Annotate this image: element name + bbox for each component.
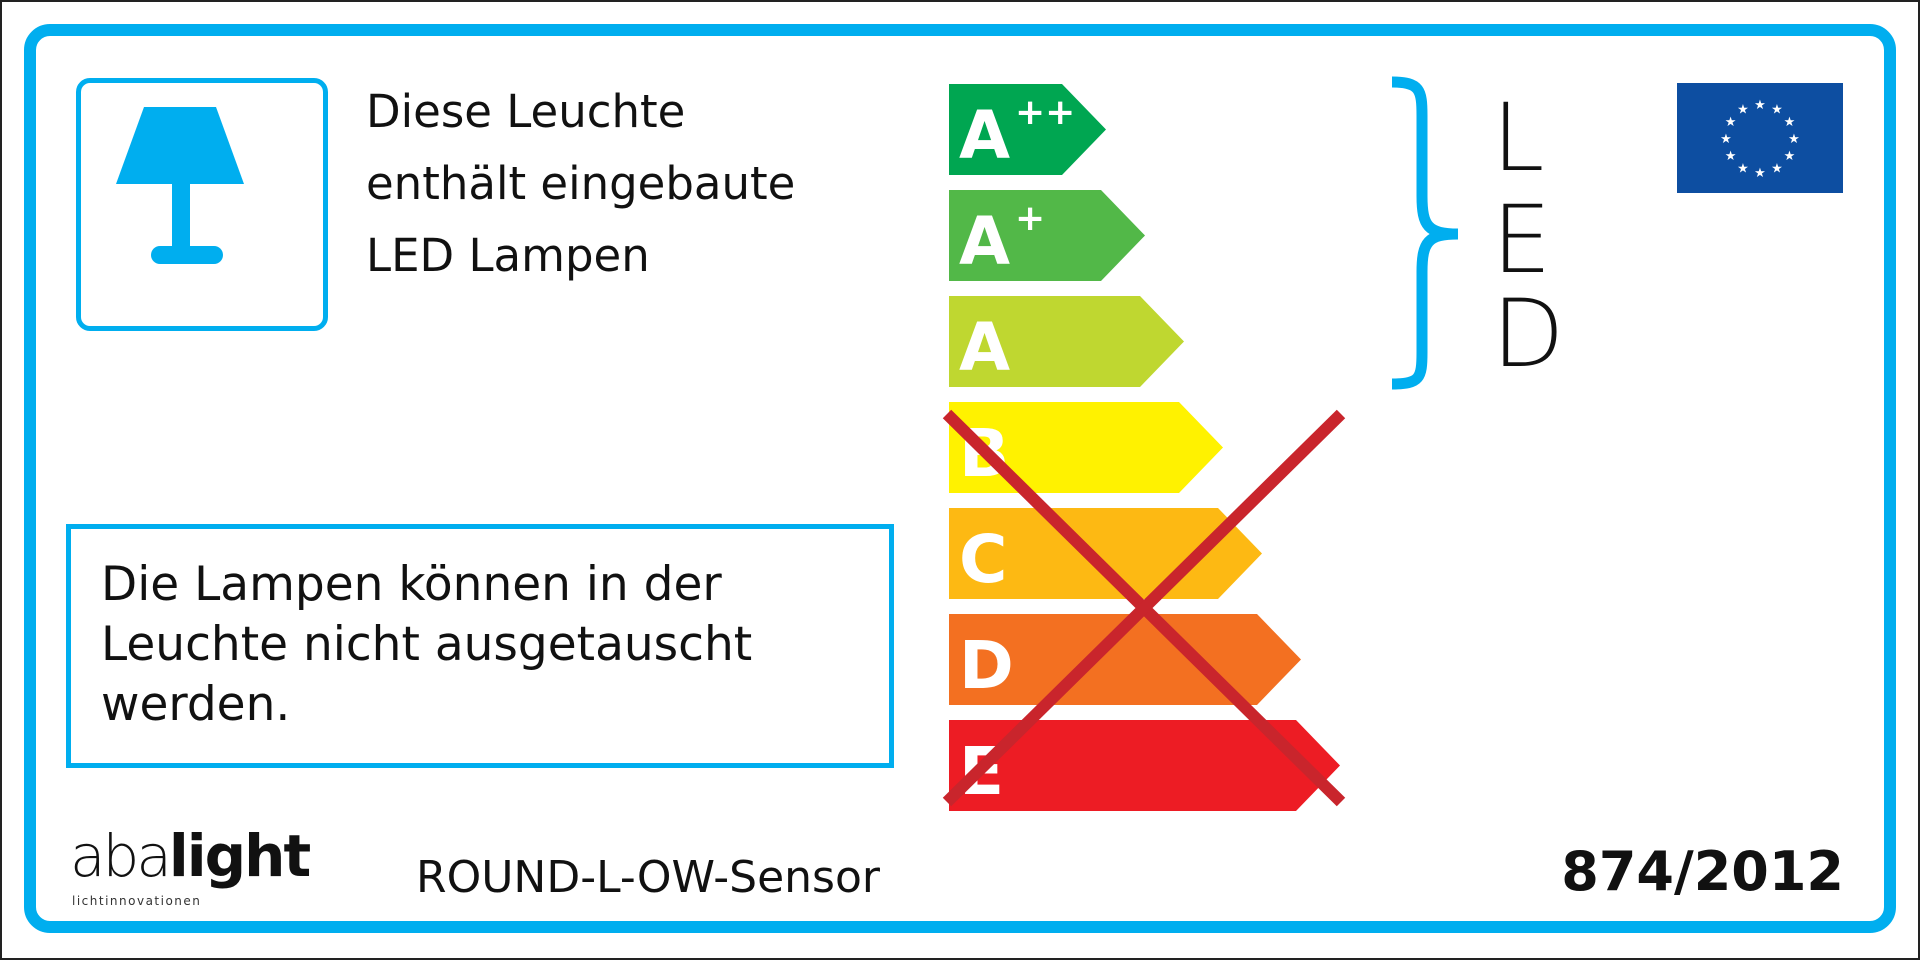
led-description: Diese Leuchte enthält eingebaute LED Lam… [366,76,795,292]
logo-text-bold: light [168,822,311,890]
energy-class-letter: A [959,309,1010,386]
eu-star-icon: ★ [1788,132,1800,147]
eu-star-icon: ★ [1754,98,1766,113]
description-line: LED Lampen [366,229,650,282]
led-letter: E [1492,186,1552,295]
energy-class-letter: A [959,203,1010,280]
non-replaceable-notice: Die Lampen können in der Leuchte nicht a… [66,524,894,768]
eu-star-icon: ★ [1720,132,1732,147]
energy-class-E [949,720,1340,811]
lamp-icon-box [76,78,328,331]
abalight-logo: abalight lichtinnovationen [70,826,311,908]
notice-line: werden. [101,677,291,732]
energy-class-A++ [949,84,1106,175]
energy-class-superscript: + [1015,198,1045,239]
cross-out-line [942,409,1346,807]
energy-class-A+ [949,190,1145,281]
eu-star-icon: ★ [1737,161,1749,176]
energy-class-B [949,402,1223,493]
table-lamp-icon [116,107,244,264]
curly-brace-icon [1391,76,1459,390]
description-line: Diese Leuchte [366,85,686,138]
notice-line: Die Lampen können in der [101,557,722,612]
energy-class-superscript: ++ [1015,92,1075,133]
energy-class-letter: A [959,97,1010,174]
logo-text-light: aba [70,822,172,890]
eu-flag-icon: ★ ★ ★ ★ ★ ★ ★ ★ ★ ★ ★ ★ [1677,83,1843,193]
logo-tagline: lichtinnovationen [72,894,202,908]
led-letter: L [1492,84,1545,193]
eu-star-icon: ★ [1737,103,1749,118]
energy-label-border [24,24,1896,933]
eu-star-icon: ★ [1754,166,1766,181]
energy-class-A [949,296,1184,387]
regulation-number: 874/2012 [1561,840,1844,903]
eu-star-icon: ★ [1784,149,1796,164]
notice-line: Leuchte nicht ausgetauscht [101,617,753,672]
model-name: ROUND-L-OW-Sensor [416,852,880,903]
energy-class-letter: C [959,521,1007,598]
energy-class-letter: D [959,627,1014,704]
eu-star-icon: ★ [1725,115,1737,130]
led-letter: D [1492,280,1565,389]
description-line: enthält eingebaute [366,157,796,210]
eu-star-icon: ★ [1784,115,1796,130]
eu-star-icon: ★ [1771,103,1783,118]
eu-star-icon: ★ [1771,161,1783,176]
eu-star-icon: ★ [1725,149,1737,164]
